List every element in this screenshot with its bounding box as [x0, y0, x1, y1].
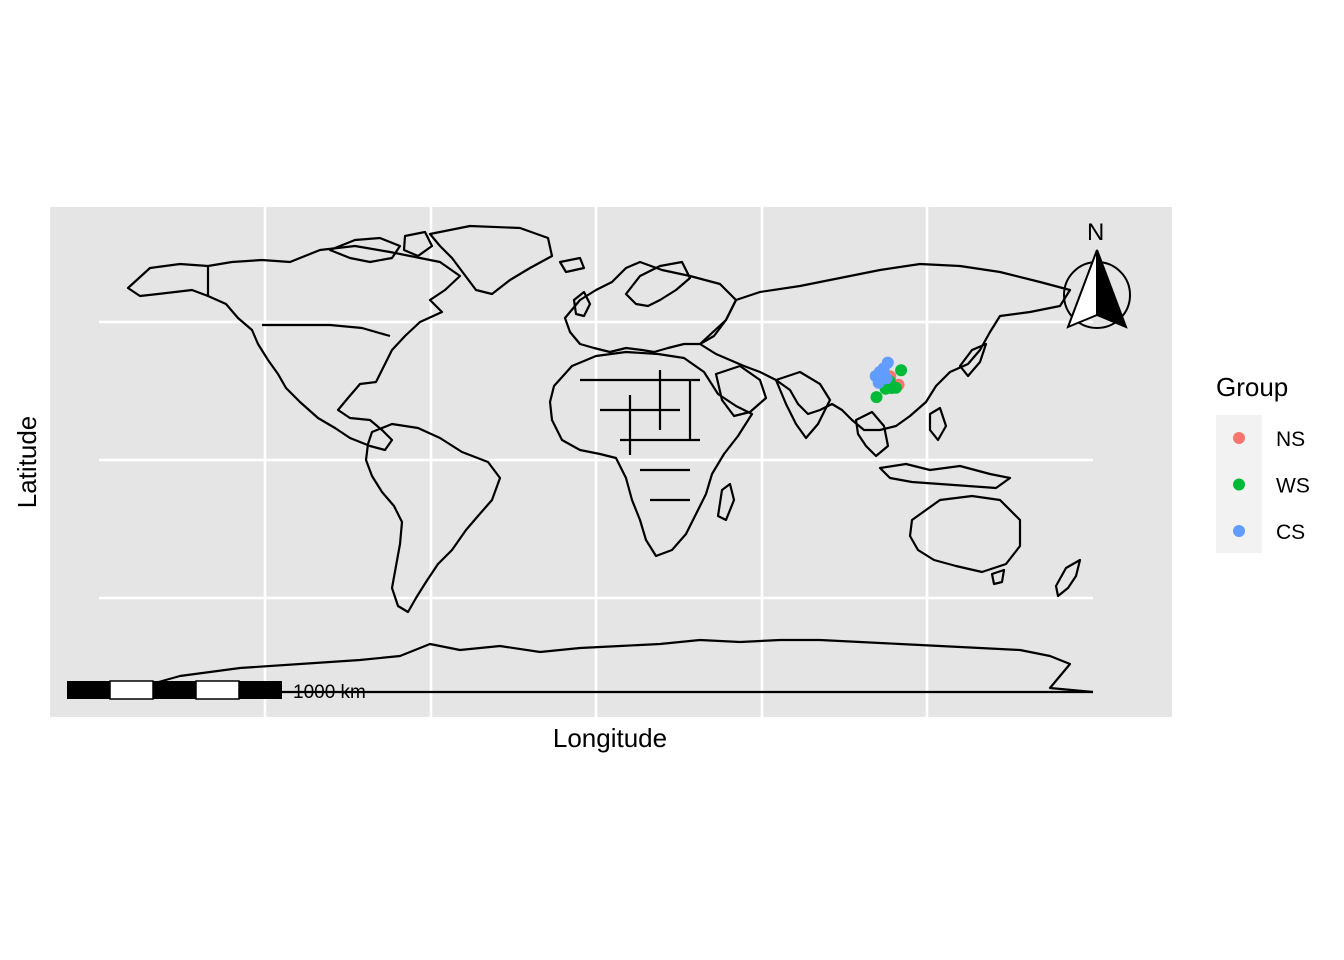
legend-key-ns	[1233, 432, 1245, 444]
north-arrow-compass-icon: N	[1063, 219, 1131, 329]
legend-label-ns: NS	[1276, 428, 1305, 451]
scale-bar-segment	[239, 681, 282, 699]
europe-outline	[563, 260, 738, 354]
y-axis-title: Latitude	[12, 416, 42, 509]
scale-bar-segment	[153, 681, 196, 699]
x-axis-title: Longitude	[553, 723, 667, 753]
india-outline	[774, 370, 832, 440]
uk-outline	[572, 290, 592, 318]
scale-bar-segment	[67, 681, 110, 699]
scale-bar-label: 1000 km	[293, 682, 366, 703]
legend-title: Group	[1216, 372, 1288, 402]
north-america-outline	[126, 244, 462, 452]
sample-points	[869, 356, 908, 404]
legend-label-ws: WS	[1276, 475, 1310, 498]
antarctica-outline	[129, 638, 1094, 694]
sample-point-cs	[872, 376, 885, 389]
legend: Group NS WS CS	[1216, 372, 1310, 553]
legend-label-cs: CS	[1276, 521, 1305, 544]
indonesia-outline	[878, 462, 1012, 490]
arctic-islands-outline	[402, 230, 434, 258]
africa-outline	[548, 350, 754, 558]
sample-point-ws	[895, 364, 908, 377]
sample-point-cs	[877, 367, 890, 380]
tasmania-outline	[990, 568, 1006, 586]
asia-outline	[698, 262, 1072, 432]
scale-bar-segment	[195, 680, 240, 700]
greenland-outline	[428, 224, 554, 296]
north-arrow-label: N	[1087, 219, 1104, 246]
japan-outline	[958, 342, 988, 378]
philippines-outline	[928, 406, 948, 442]
iceland-outline	[558, 256, 586, 274]
sample-point-ws	[885, 382, 898, 394]
arabian-peninsula-outline	[714, 364, 768, 418]
legend-key-ws	[1233, 478, 1245, 491]
new-zealand-outline	[1054, 558, 1082, 598]
us-canada-border	[262, 323, 391, 338]
africa-borders	[580, 370, 700, 502]
arctic-islands-outline	[328, 236, 402, 264]
sample-point-ws	[870, 391, 883, 404]
map-panel	[50, 207, 1172, 717]
madagascar-outline	[716, 482, 736, 522]
scale-bar: 1000 km	[67, 680, 366, 703]
scale-bar-segment	[109, 680, 154, 700]
scandinavia-outline	[624, 260, 692, 308]
south-america-outline	[364, 422, 502, 614]
australia-outline	[908, 494, 1022, 574]
legend-key-cs	[1233, 525, 1245, 537]
southeast-asia-outline	[854, 410, 890, 458]
